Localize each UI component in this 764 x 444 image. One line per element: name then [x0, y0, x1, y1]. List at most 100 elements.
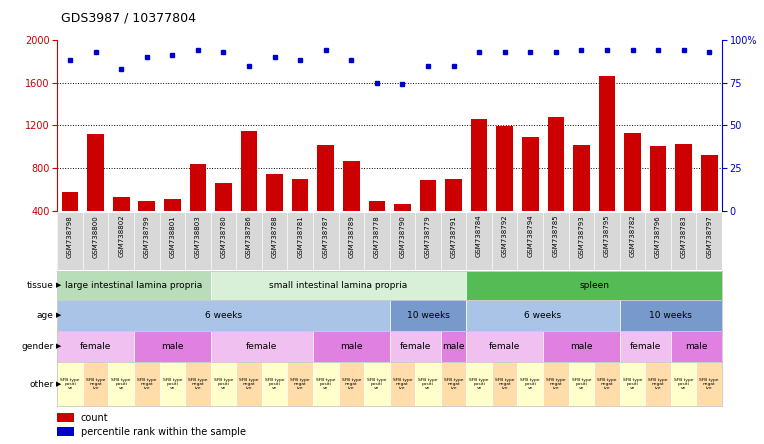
Bar — [313, 362, 338, 406]
Bar — [394, 205, 411, 254]
Text: SFB type
positi
ve: SFB type positi ve — [367, 378, 387, 390]
Bar — [390, 300, 466, 331]
Text: SFB type
positi
ve: SFB type positi ve — [469, 378, 489, 390]
Text: ▶: ▶ — [56, 312, 61, 318]
Text: GSM738782: GSM738782 — [630, 215, 636, 258]
Text: female: female — [489, 342, 520, 351]
Text: GSM738797: GSM738797 — [706, 215, 712, 258]
Text: male: male — [442, 342, 465, 351]
Bar — [364, 362, 390, 406]
Text: SFB type
positi
ve: SFB type positi ve — [520, 378, 540, 390]
Text: SFB type
positi
ve: SFB type positi ve — [265, 378, 284, 390]
Text: SFB type
positi
ve: SFB type positi ve — [674, 378, 694, 390]
Text: SFB type
positi
ve: SFB type positi ve — [60, 378, 79, 390]
Text: GSM738791: GSM738791 — [451, 215, 457, 258]
Bar — [390, 362, 415, 406]
Text: GSM738778: GSM738778 — [374, 215, 380, 258]
Bar — [62, 192, 79, 254]
Bar — [211, 331, 313, 362]
Bar — [599, 76, 615, 254]
Text: SFB type
negat
ive: SFB type negat ive — [597, 378, 617, 390]
Text: male: male — [570, 342, 593, 351]
Text: 10 weeks: 10 weeks — [406, 311, 449, 320]
Bar — [697, 362, 722, 406]
Text: GSM738803: GSM738803 — [195, 215, 201, 258]
Bar — [189, 164, 206, 254]
Text: SFB type
positi
ve: SFB type positi ve — [316, 378, 335, 390]
Bar — [164, 199, 180, 254]
Text: GSM738781: GSM738781 — [297, 215, 303, 258]
Text: SFB type
negat
ive: SFB type negat ive — [444, 378, 463, 390]
Bar — [57, 427, 74, 436]
Text: female: female — [246, 342, 277, 351]
Text: male: male — [685, 342, 707, 351]
Text: GSM738793: GSM738793 — [578, 215, 584, 258]
Text: GDS3987 / 10377804: GDS3987 / 10377804 — [61, 11, 196, 24]
Bar — [471, 119, 487, 254]
Text: GSM738783: GSM738783 — [681, 215, 687, 258]
Text: male: male — [340, 342, 363, 351]
Bar — [215, 183, 231, 254]
Bar — [57, 413, 74, 423]
Text: GSM738798: GSM738798 — [67, 215, 73, 258]
Text: count: count — [80, 413, 108, 423]
Bar — [492, 362, 517, 406]
Bar — [57, 331, 134, 362]
Bar — [466, 362, 492, 406]
Bar — [108, 362, 134, 406]
Text: GSM738789: GSM738789 — [348, 215, 354, 258]
Text: 6 weeks: 6 weeks — [524, 311, 562, 320]
Text: GSM738800: GSM738800 — [92, 215, 99, 258]
Text: spleen: spleen — [579, 281, 609, 290]
Bar — [522, 137, 539, 254]
Bar — [466, 300, 620, 331]
Text: SFB type
negat
ive: SFB type negat ive — [393, 378, 412, 390]
Bar — [624, 133, 641, 254]
Bar — [211, 271, 466, 300]
Text: age: age — [37, 311, 53, 320]
Bar — [160, 362, 185, 406]
Bar — [415, 362, 441, 406]
Text: GSM738802: GSM738802 — [118, 215, 125, 258]
Bar — [620, 300, 722, 331]
Bar — [543, 362, 568, 406]
Bar — [445, 179, 462, 254]
Bar — [671, 331, 722, 362]
Text: SFB type
negat
ive: SFB type negat ive — [342, 378, 361, 390]
Text: gender: gender — [21, 342, 53, 351]
Text: SFB type
negat
ive: SFB type negat ive — [495, 378, 514, 390]
Bar — [568, 362, 594, 406]
Bar — [671, 362, 697, 406]
Text: male: male — [161, 342, 183, 351]
Bar — [313, 331, 390, 362]
Text: small intestinal lamina propria: small intestinal lamina propria — [270, 281, 408, 290]
Bar — [594, 362, 620, 406]
Bar — [57, 271, 211, 300]
Bar — [548, 117, 564, 254]
Bar — [236, 362, 262, 406]
Bar — [649, 146, 666, 254]
Text: SFB type
negat
ive: SFB type negat ive — [239, 378, 259, 390]
Bar — [441, 331, 466, 362]
Text: ▶: ▶ — [56, 282, 61, 288]
Text: GSM738787: GSM738787 — [322, 215, 329, 258]
Bar — [57, 300, 390, 331]
Bar — [343, 161, 360, 254]
Text: SFB type
negat
ive: SFB type negat ive — [188, 378, 208, 390]
Bar — [57, 362, 83, 406]
Text: tissue: tissue — [27, 281, 53, 290]
Bar — [262, 362, 287, 406]
Text: SFB type
negat
ive: SFB type negat ive — [649, 378, 668, 390]
Bar — [517, 362, 543, 406]
Text: GSM738788: GSM738788 — [271, 215, 277, 258]
Bar — [185, 362, 211, 406]
Text: GSM738799: GSM738799 — [144, 215, 150, 258]
Bar — [620, 362, 646, 406]
Text: GSM738801: GSM738801 — [170, 215, 176, 258]
Text: 10 weeks: 10 weeks — [649, 311, 692, 320]
Text: ▶: ▶ — [56, 343, 61, 349]
Bar — [441, 362, 466, 406]
Text: SFB type
negat
ive: SFB type negat ive — [86, 378, 105, 390]
Bar — [573, 145, 590, 254]
Text: GSM738795: GSM738795 — [604, 215, 610, 258]
